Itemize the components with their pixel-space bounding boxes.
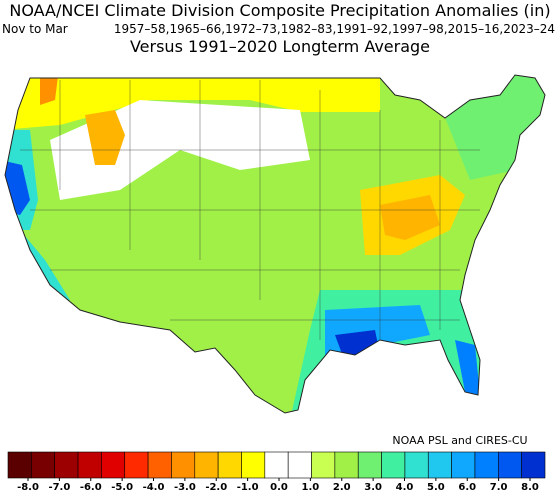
colorbar-box — [171, 451, 196, 479]
tick-label: -5.0 — [111, 482, 133, 492]
subtitle: Versus 1991–2020 Longterm Average — [130, 37, 430, 56]
tick-label: -2.0 — [205, 482, 227, 492]
tick-label: 0.0 — [270, 482, 288, 492]
colorbar-box — [217, 451, 242, 479]
credit: NOAA PSL and CIRES-CU — [392, 434, 527, 447]
colorbar-box — [241, 451, 266, 479]
colorbar-box — [194, 451, 219, 479]
colorbar-box — [54, 451, 79, 479]
tick-label: -4.0 — [143, 482, 165, 492]
tick-label: 4.0 — [396, 482, 414, 492]
tick-label: -3.0 — [174, 482, 196, 492]
colorbar-box — [77, 451, 102, 479]
tick-label: 1.0 — [302, 482, 320, 492]
colorbar-box — [427, 451, 452, 479]
tick-label: -8.0 — [17, 482, 39, 492]
tick-label: 3.0 — [364, 482, 382, 492]
tick-label: 2.0 — [333, 482, 351, 492]
colorbar-box — [334, 451, 359, 479]
tick-label: -1.0 — [237, 482, 259, 492]
colorbar-box — [264, 451, 289, 479]
title: NOAA/NCEI Climate Division Composite Pre… — [9, 1, 550, 20]
season: Nov to Mar — [2, 22, 68, 36]
colorbar-box — [357, 451, 382, 479]
colorbar-box — [124, 451, 149, 479]
colorbar-box — [311, 451, 336, 479]
colorbar-box — [474, 451, 499, 479]
colorbar-box — [7, 451, 32, 479]
colorbar-box — [521, 451, 546, 479]
tick-label: -6.0 — [80, 482, 102, 492]
tick-label: 7.0 — [490, 482, 508, 492]
colorbar-box — [31, 451, 55, 479]
tick-label: 6.0 — [458, 482, 476, 492]
colorbar-box — [147, 451, 172, 479]
colorbar-box — [381, 451, 406, 479]
colorbar-box — [287, 451, 312, 479]
colorbar-box — [404, 451, 429, 479]
years: 1957–58,1965–66,1972–73,1982–83,1991–92,… — [114, 22, 555, 36]
us-map — [4, 74, 546, 414]
colorbar-box — [451, 451, 476, 479]
tick-label: 8.0 — [521, 482, 539, 492]
colorbar-box — [498, 451, 522, 479]
colorbar-box — [101, 451, 126, 479]
tick-label: 5.0 — [427, 482, 445, 492]
colorbar: -8.0 -7.0 -6.0 -5.0 -4.0 -3.0 -2.0 -1.0 0.0 1.0 2.… — [7, 451, 546, 492]
tick-label: -7.0 — [48, 482, 70, 492]
